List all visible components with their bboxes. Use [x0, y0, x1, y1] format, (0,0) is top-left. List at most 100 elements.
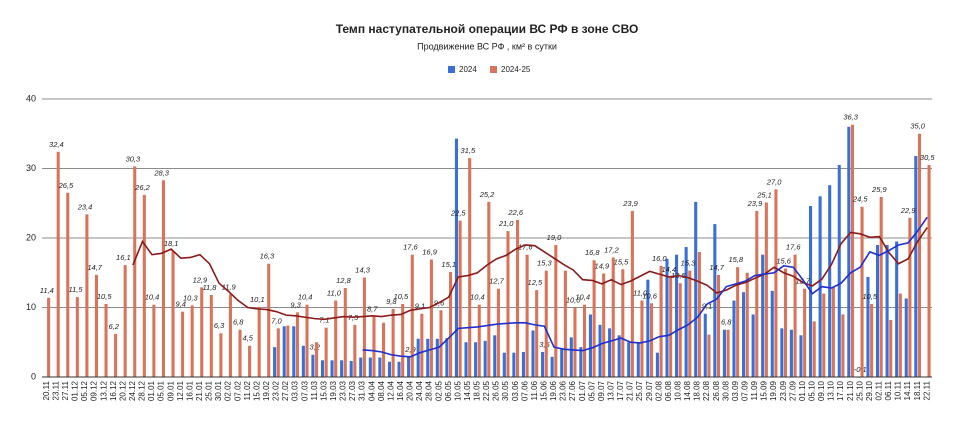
bar [94, 274, 98, 377]
bar [142, 194, 146, 377]
data-label: 10,3 [183, 293, 198, 302]
bar [774, 189, 778, 377]
data-label: 25,2 [479, 190, 495, 199]
bar [889, 320, 893, 377]
data-label: 11,9 [222, 282, 237, 291]
x-tick-label: 13.12 [99, 380, 108, 401]
x-tick-label: 02.08 [654, 380, 663, 401]
x-tick-label: 09.07 [597, 380, 606, 401]
bar [502, 352, 506, 377]
data-label: 25,1 [756, 191, 772, 200]
x-tick-label: 17.10 [836, 380, 845, 401]
data-label: 15,5 [614, 257, 629, 266]
data-label: -0,1 [854, 365, 867, 374]
x-tick-label: 01.01 [147, 380, 156, 401]
bar [879, 196, 883, 377]
bar [736, 267, 740, 377]
bar [831, 286, 835, 377]
x-tick-label: 25.01 [205, 380, 214, 401]
bar [837, 165, 841, 377]
bar [870, 304, 874, 377]
x-tick-label: 24.04 [415, 380, 424, 401]
data-label: 9,1 [415, 302, 425, 311]
bar [429, 259, 433, 377]
y-tick-label: 20 [26, 232, 36, 242]
bar [315, 342, 319, 377]
x-tick-label: 25.10 [855, 380, 864, 401]
data-label: 11,0 [327, 289, 342, 298]
x-tick-label: 27.11 [61, 380, 70, 400]
bar [621, 269, 625, 377]
x-tick-label: 24.12 [128, 380, 137, 401]
bar [669, 276, 673, 377]
bar [464, 342, 468, 377]
bar [655, 352, 659, 377]
bar [764, 202, 768, 377]
x-tick-label: 22.11 [922, 380, 931, 400]
data-label: 17,6 [518, 243, 533, 252]
x-tick-label: 27.03 [348, 380, 357, 401]
data-label: 30,3 [126, 154, 141, 163]
x-tick-label: 05.01 [157, 380, 166, 401]
bar [908, 217, 912, 377]
data-label: 7,1 [319, 316, 329, 325]
bar [812, 321, 816, 377]
data-label: 19,0 [547, 233, 562, 242]
bar [483, 340, 487, 377]
data-label: 16,3 [260, 252, 275, 261]
x-tick-label: 02.05 [434, 380, 443, 401]
bar [359, 357, 363, 377]
data-label: 2,9 [404, 345, 416, 354]
bar [617, 335, 621, 377]
data-label: 22,6 [507, 208, 523, 217]
chart-title: Темп наступательной операции ВС РФ в зон… [336, 22, 639, 36]
data-label: 17,6 [786, 243, 801, 252]
bar [161, 180, 165, 377]
x-tick-label: 02.11 [874, 380, 883, 400]
bar [598, 324, 602, 377]
bar [678, 283, 682, 377]
bar [914, 155, 918, 377]
x-tick-label: 29.10 [865, 380, 874, 401]
x-tick-label: 30.08 [721, 380, 730, 401]
x-tick-label: 19.06 [549, 380, 558, 401]
data-label: 26,2 [134, 183, 150, 192]
bar [468, 158, 472, 377]
x-tick-label: 21.10 [846, 380, 855, 401]
bar [435, 338, 439, 377]
bar [209, 294, 213, 377]
bar [751, 314, 755, 377]
data-label: 24,5 [852, 195, 868, 204]
x-tick-label: 07.06 [520, 380, 529, 401]
x-tick-label: 27.09 [788, 380, 797, 401]
data-label: 10,5 [394, 292, 409, 301]
bar [368, 357, 372, 377]
bar [554, 244, 558, 377]
bar [770, 290, 774, 377]
bar [372, 316, 376, 377]
data-label: 14,3 [355, 266, 370, 275]
x-tick-label: 05.12 [80, 380, 89, 401]
bar [828, 185, 832, 377]
bar [66, 192, 70, 377]
bar [200, 287, 204, 377]
bar [104, 304, 108, 377]
data-label: 10,4 [298, 293, 313, 302]
bar [927, 165, 931, 377]
x-tick-label: 27.02 [281, 380, 290, 401]
bar [818, 196, 822, 377]
data-label: 14,7 [87, 263, 102, 272]
bar [382, 322, 386, 377]
x-tick-label: 06.05 [444, 380, 453, 401]
bar [563, 270, 567, 377]
data-label: 10,0 [566, 295, 581, 304]
x-tick-label: 26.08 [712, 380, 721, 401]
x-tick-label: 12.01 [176, 380, 185, 401]
data-label: 27,0 [766, 177, 782, 186]
x-tick-label: 16.01 [185, 380, 194, 401]
data-label: 32,4 [49, 140, 64, 149]
data-label: 10,5 [97, 292, 112, 301]
bar [458, 220, 462, 377]
bar [521, 351, 525, 377]
bar [745, 272, 749, 377]
